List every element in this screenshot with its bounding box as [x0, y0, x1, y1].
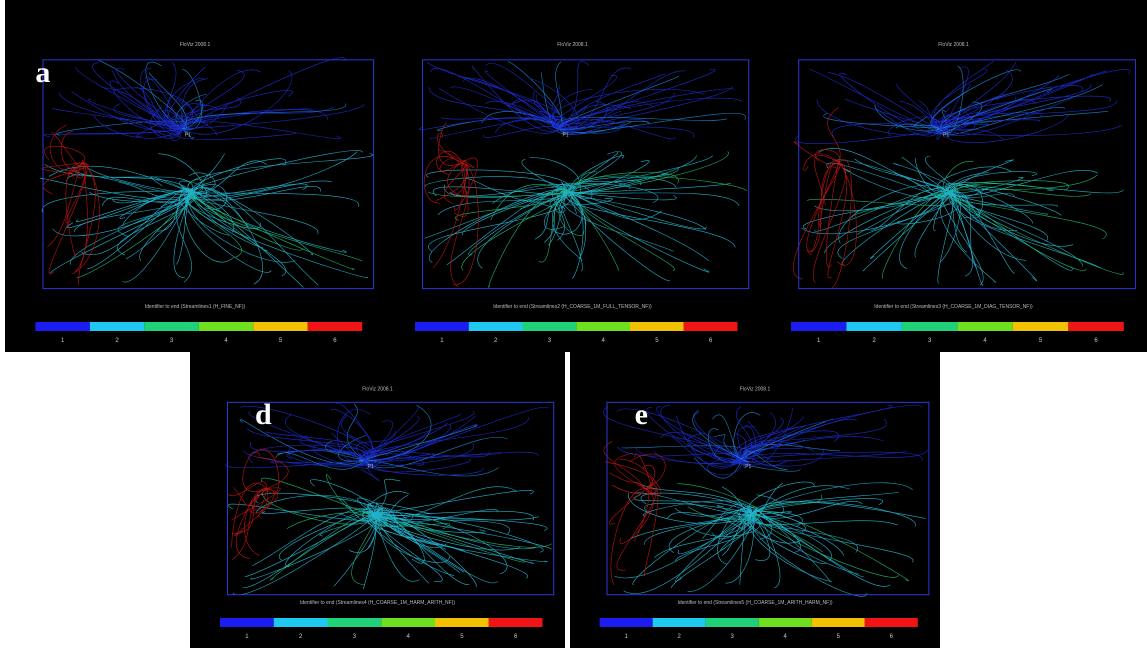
panel-label: e — [635, 398, 648, 431]
colorbar-segment — [630, 322, 684, 331]
streamline-panel: P1 FloViz 2008.1 a Identifier to end (Strea… — [5, 0, 385, 352]
colorbar-segment — [489, 618, 543, 627]
plot-title: FloViz 2008.1 — [740, 386, 771, 392]
colorbar-segment — [791, 322, 846, 331]
colorbar-segment — [957, 322, 1012, 331]
panel-background — [385, 0, 760, 352]
colorbar-caption: Identifier to end (Streamlines5 (H_COARS… — [677, 600, 832, 606]
colorbar-segment — [759, 618, 812, 627]
colorbar-segment — [523, 322, 577, 331]
streamline-panel: P1 FloViz 2008.1 e Identifier to end (Strea… — [570, 352, 940, 648]
well-label: P1 — [368, 464, 374, 470]
colorbar-segment — [576, 322, 630, 331]
colorbar-segment — [435, 618, 489, 627]
colorbar-segment — [902, 322, 957, 331]
colorbar-caption: Identifier to end (Streamlines4 (H_COARS… — [300, 600, 455, 606]
panel-label: d — [255, 398, 272, 431]
colorbar-segment — [706, 618, 759, 627]
colorbar-segment — [253, 322, 307, 331]
colorbar-segment — [812, 618, 865, 627]
colorbar-segment — [144, 322, 198, 331]
well-label: P1 — [943, 132, 949, 138]
panel-background — [760, 0, 1147, 352]
colorbar-segment — [684, 322, 738, 331]
colorbar-segment — [35, 322, 89, 331]
colorbar-segment — [220, 618, 274, 627]
colorbar-segment — [1013, 322, 1068, 331]
plot-title: FloViz 2008.1 — [180, 42, 211, 48]
colorbar-segment — [653, 618, 706, 627]
colorbar-segment — [328, 618, 382, 627]
plot-title: FloViz 2008.1 — [557, 42, 588, 48]
well-label: P1 — [185, 132, 191, 138]
colorbar-segment — [90, 322, 144, 331]
colorbar-segment — [1068, 322, 1123, 331]
figure: P1 FloViz 2008.1 a Identifier to end (Strea… — [0, 0, 1147, 648]
plot-title: FloViz 2008.1 — [362, 386, 393, 392]
colorbar-segment — [846, 322, 901, 331]
streamline-panel: P1 FloViz 2008.1 Identifier to end (Stream… — [385, 0, 760, 352]
well-label: P1 — [563, 132, 569, 138]
colorbar-segment — [865, 618, 918, 627]
plot-title: FloViz 2008.1 — [938, 42, 969, 48]
panel-background — [5, 0, 385, 352]
colorbar-segment — [600, 618, 653, 627]
well-label: P1 — [745, 464, 751, 470]
colorbar-segment — [274, 618, 328, 627]
colorbar-caption: Identifier to end (Streamlines1 (H_FINE_… — [145, 304, 246, 310]
colorbar-segment — [381, 618, 435, 627]
colorbar-segment — [415, 322, 469, 331]
colorbar-caption: Identifier to end (Streamlines2 (H_COARS… — [493, 304, 652, 310]
panel-label: a — [35, 56, 50, 89]
streamline-panel: P1 FloViz 2008.1 d Identifier to end (Strea… — [190, 352, 565, 648]
colorbar-segment — [199, 322, 253, 331]
streamline-panel: P1 FloViz 2008.1 Identifier to end (Stream… — [760, 0, 1147, 352]
colorbar-segment — [469, 322, 523, 331]
colorbar-segment — [308, 322, 362, 331]
colorbar-caption: Identifier to end (Streamlines3 (H_COARS… — [874, 304, 1033, 310]
